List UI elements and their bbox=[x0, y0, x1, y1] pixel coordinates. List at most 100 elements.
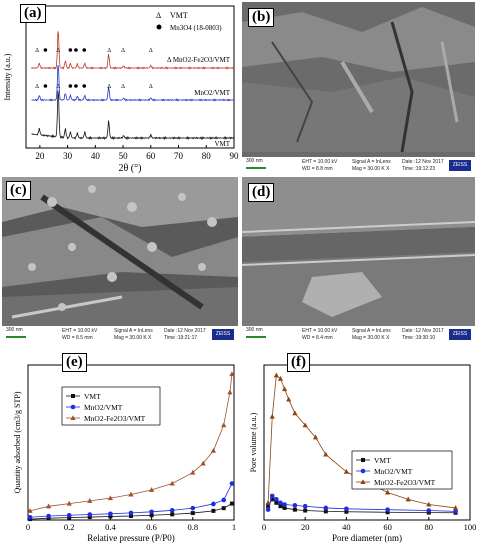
data-point bbox=[344, 509, 349, 514]
data-point bbox=[87, 498, 93, 503]
peak-marker-vmt: Δ bbox=[107, 84, 111, 90]
data-point bbox=[128, 510, 134, 516]
data-point bbox=[286, 396, 292, 402]
date-value: Date :12 Nov 2017 bbox=[402, 159, 444, 165]
isotherm-chart: 0 0.2 0.4 0.6 0.8 1 Relative pressure (P/P0) Qu… bbox=[13, 364, 236, 543]
x-tick-label: 70 bbox=[174, 151, 184, 161]
peak-marker-vmt: Δ bbox=[56, 48, 60, 54]
data-point bbox=[426, 508, 432, 513]
panel-e: 0 0.2 0.4 0.6 0.8 1 Relative pressure (P/P0) Qu… bbox=[0, 345, 240, 550]
peak-marker-mn3o4 bbox=[82, 84, 87, 88]
data-point bbox=[229, 501, 234, 506]
sem-image-c bbox=[2, 177, 238, 343]
x-tick-label: 80 bbox=[202, 151, 212, 161]
data-point bbox=[277, 375, 284, 381]
data-point bbox=[303, 508, 308, 513]
x-tick-label: 40 bbox=[91, 151, 101, 161]
data-point bbox=[169, 508, 175, 513]
legend-marker-vmt: Δ bbox=[156, 11, 161, 20]
x-tick-label: 80 bbox=[425, 522, 434, 532]
panel-b-sem: (b) 300 nm EHT = 10.00 kV WD = 8.8 mm Si… bbox=[242, 2, 475, 174]
sem-image-d bbox=[242, 177, 475, 343]
x-tick-label: 0 bbox=[26, 522, 30, 532]
mag-value: Mag = 30.00 K X bbox=[114, 335, 152, 341]
data-point bbox=[87, 515, 92, 520]
panel-d-sem: (d) 300 nm EHT = 10.00 kV WD = 8.4 mm Si… bbox=[242, 177, 475, 343]
data-point bbox=[282, 505, 287, 510]
eht-value: EHT = 10.00 kV bbox=[62, 328, 98, 334]
peak-marker-vmt: Δ bbox=[35, 84, 39, 90]
legend-marker bbox=[361, 458, 365, 462]
sem-info-bar-d: 300 nm EHT = 10.00 kV WD = 8.4 mm Signal… bbox=[242, 326, 475, 343]
data-point bbox=[269, 493, 275, 499]
signal-value: Signal A = InLens bbox=[114, 328, 153, 334]
legend-marker bbox=[360, 479, 366, 484]
data-point bbox=[221, 422, 227, 428]
x-tick-label: 1 bbox=[232, 522, 236, 532]
pore-distribution-chart: 0 20 40 60 80 100 Pore diameter (nm) Pore volum… bbox=[249, 364, 476, 543]
scale-label: 300 nm bbox=[246, 327, 263, 333]
xrd-series-line bbox=[31, 90, 235, 141]
panel-f-label: (f) bbox=[287, 353, 310, 372]
wd-value: WD = 8.5 mm bbox=[62, 335, 93, 341]
scale-bar bbox=[6, 336, 26, 338]
data-point bbox=[385, 489, 391, 495]
data-point bbox=[149, 509, 154, 515]
data-point bbox=[323, 509, 328, 514]
peak-marker-mn3o4 bbox=[74, 84, 78, 88]
data-point bbox=[274, 500, 279, 505]
xrd-chart: 20 30 40 50 60 70 80 90 2θ (°) Intensity (a.u.) Δ … bbox=[3, 5, 240, 174]
date-value: Date :12 Nov 2017 bbox=[164, 328, 206, 334]
x-tick-label: 20 bbox=[35, 151, 45, 161]
scale-label: 300 nm bbox=[246, 158, 263, 164]
panel-c-sem: (c) 300 nm EHT = 10.00 kV WD = 8.5 mm Si… bbox=[2, 177, 238, 343]
data-point bbox=[292, 507, 297, 512]
signal-value: Signal A = InLens bbox=[352, 159, 391, 165]
plot-frame bbox=[25, 5, 235, 149]
x-tick-label: 90 bbox=[230, 151, 240, 161]
y-axis-label: Pore volume (a.u.) bbox=[249, 412, 258, 472]
panel-b-label: (b) bbox=[248, 8, 275, 27]
plot-frame bbox=[263, 364, 471, 521]
legend-marker bbox=[70, 415, 76, 420]
data-point bbox=[87, 512, 93, 517]
data-point bbox=[149, 487, 155, 492]
data-point bbox=[229, 481, 235, 486]
data-point bbox=[302, 503, 308, 509]
mag-value: Mag = 30.00 K X bbox=[352, 335, 390, 341]
x-tick-label: 60 bbox=[146, 151, 156, 161]
series-label: MnO2/VMT bbox=[194, 89, 231, 97]
data-point bbox=[452, 505, 459, 510]
series-label: VMT bbox=[214, 140, 230, 148]
data-point bbox=[221, 506, 226, 511]
legend-label: MnO2/VMT bbox=[84, 403, 123, 412]
eht-value: EHT = 10.00 kV bbox=[302, 328, 338, 334]
legend-marker bbox=[71, 394, 75, 398]
data-point bbox=[169, 480, 175, 486]
peak-marker-vmt: Δ bbox=[121, 84, 125, 90]
sem-image-b bbox=[242, 2, 475, 174]
series-line bbox=[29, 374, 233, 512]
data-point bbox=[170, 512, 175, 517]
x-axis-label: Pore diameter (nm) bbox=[332, 533, 402, 543]
x-axis-label: Relative pressure (P/P0) bbox=[87, 533, 174, 543]
xrd-series-line bbox=[31, 31, 235, 70]
legend-label: MnO2-Fe2O3/VMT bbox=[374, 478, 436, 487]
data-point bbox=[108, 514, 113, 519]
peak-marker-mn3o4 bbox=[43, 48, 48, 52]
zeiss-logo: ZEISS bbox=[449, 329, 471, 340]
data-point bbox=[229, 371, 235, 377]
data-point bbox=[211, 501, 216, 507]
peak-marker-mn3o4 bbox=[82, 48, 87, 52]
data-point bbox=[227, 389, 233, 395]
data-point bbox=[278, 500, 283, 506]
data-point bbox=[46, 503, 52, 509]
data-point bbox=[190, 505, 196, 511]
data-point bbox=[453, 509, 458, 514]
data-point bbox=[385, 507, 390, 512]
sem-info-bar-b: 300 nm EHT = 10.00 kV WD = 8.8 mm Signal… bbox=[242, 157, 475, 174]
zeiss-logo: ZEISS bbox=[212, 329, 234, 340]
peak-marker-vmt: Δ bbox=[56, 84, 60, 90]
series-label: Δ MnO2-Fe2O3/VMT bbox=[167, 56, 231, 64]
panel-a: 20 30 40 50 60 70 80 90 2θ (°) Intensity (a.u.) Δ … bbox=[0, 0, 240, 175]
